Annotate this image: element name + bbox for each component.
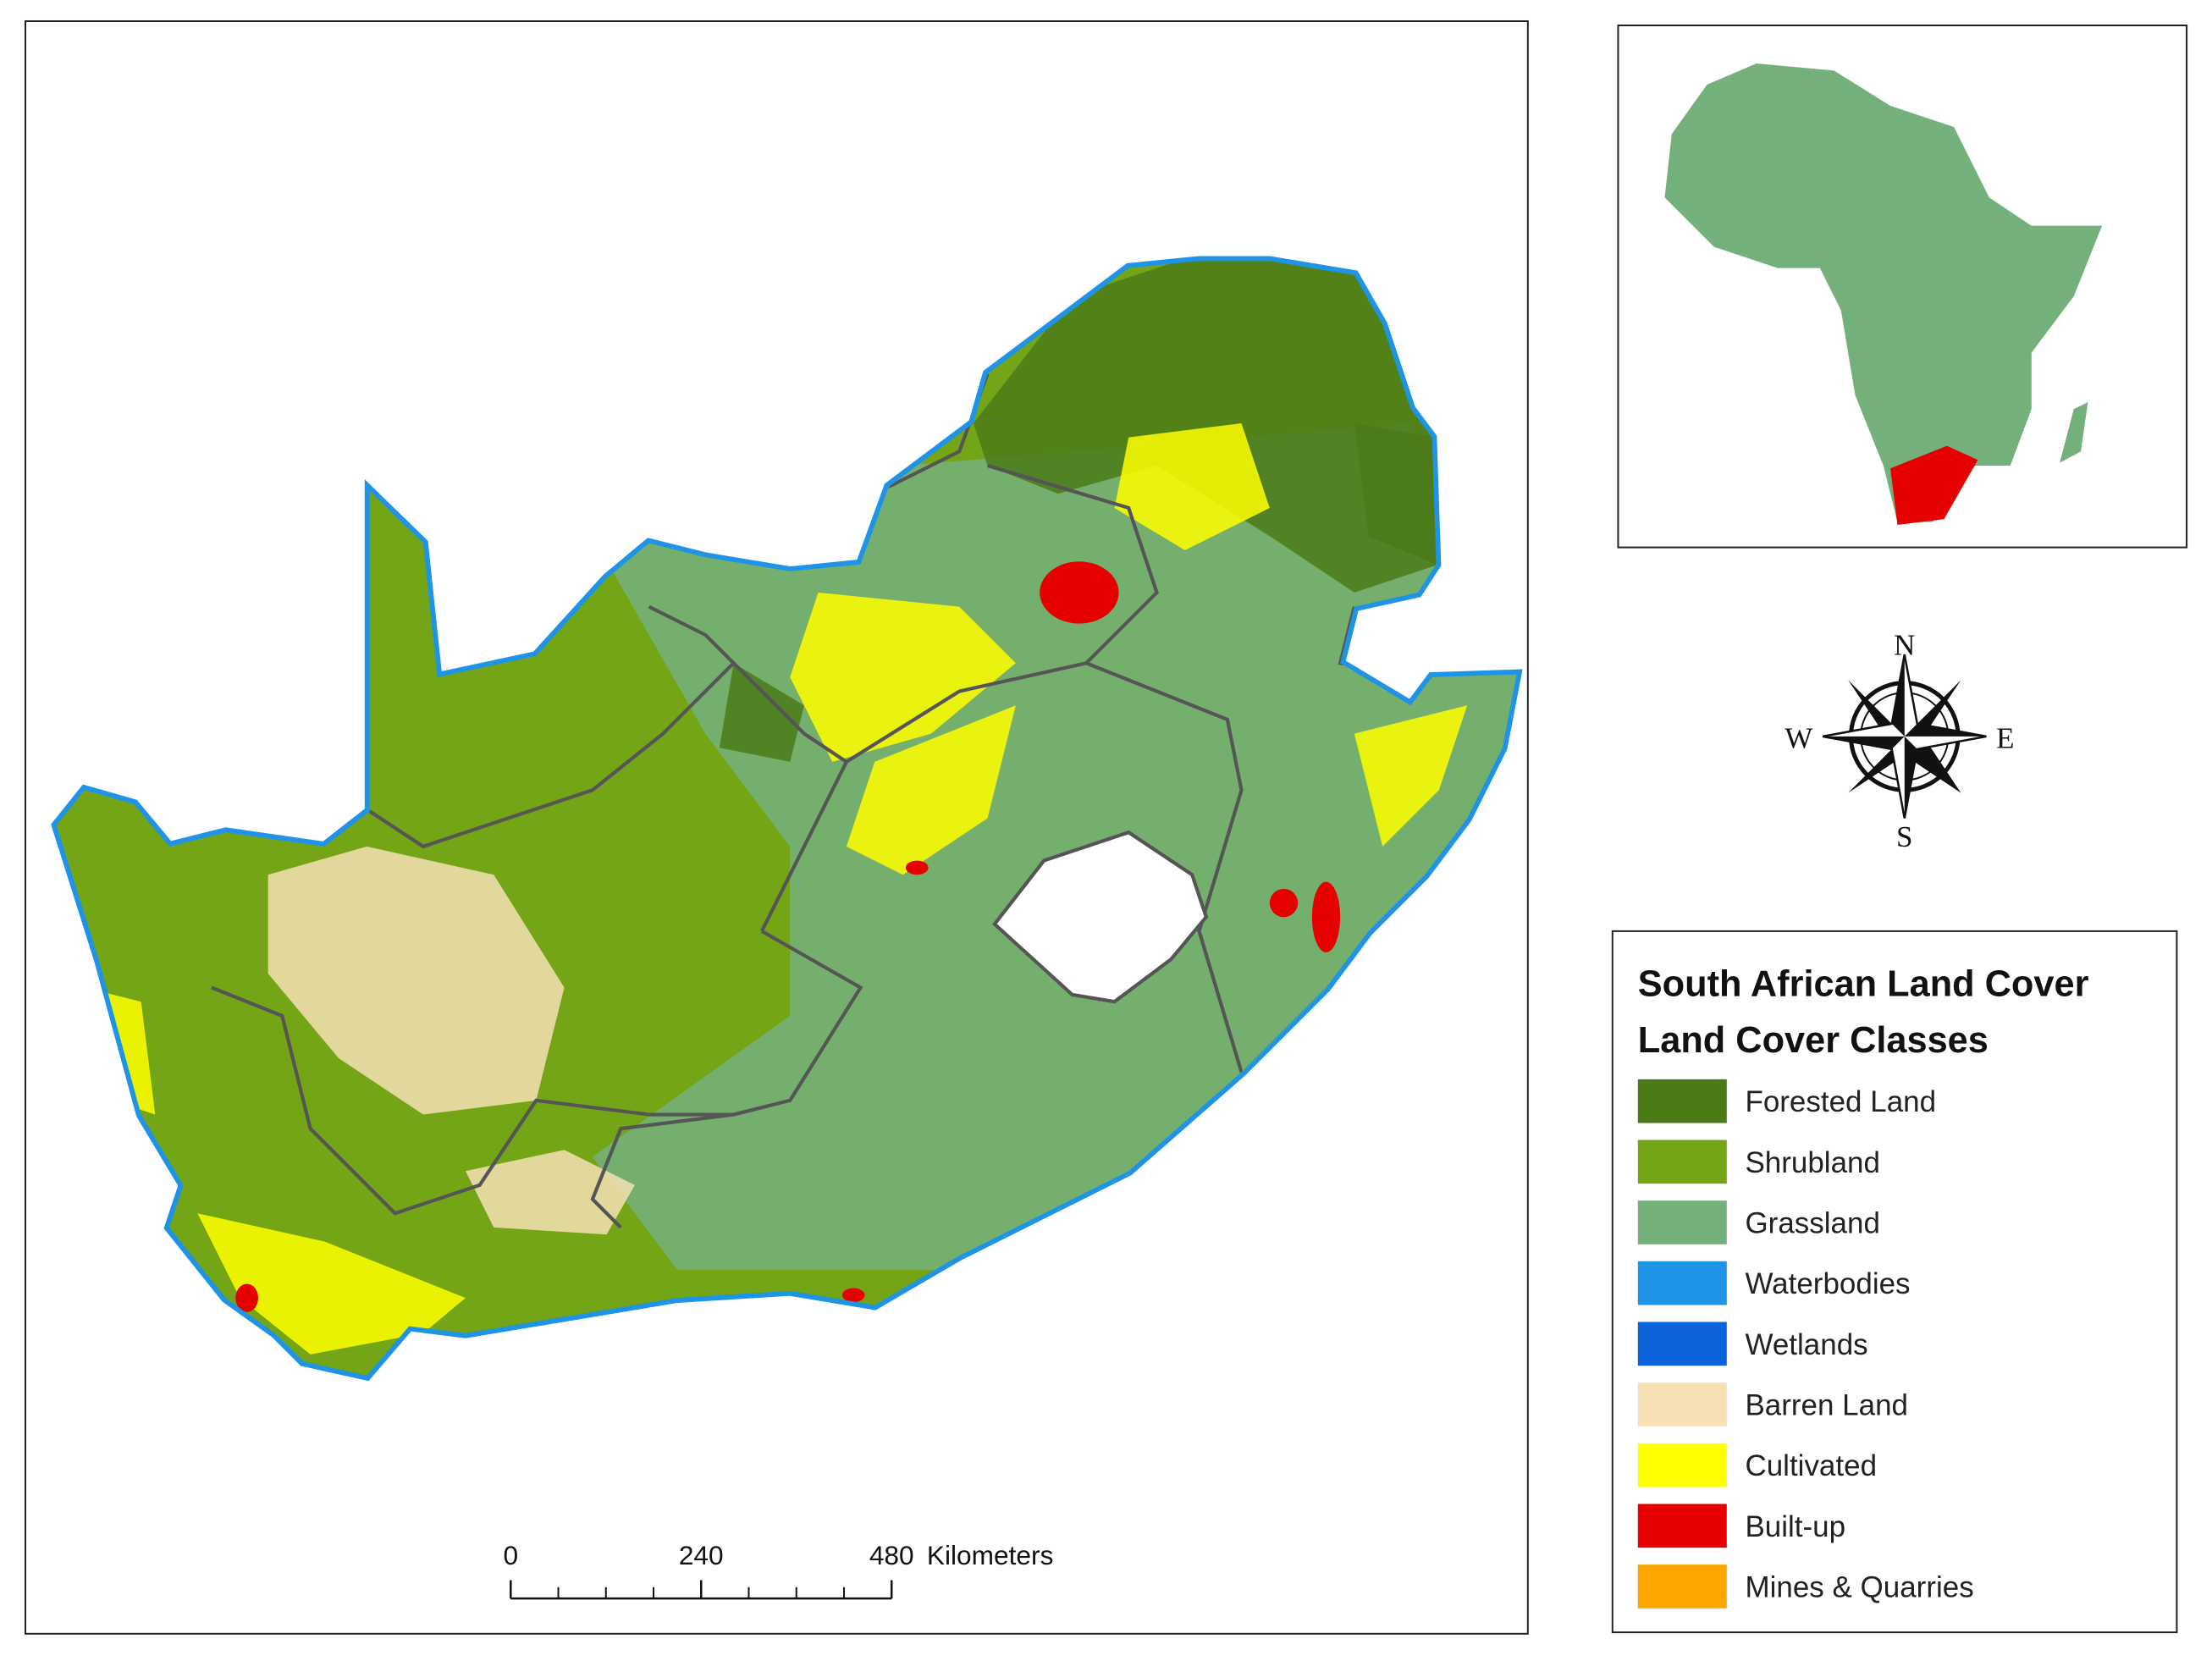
scale-label: 0 <box>503 1540 518 1570</box>
legend-items: Forested Land Shrubland Grassland Waterbodi… <box>1637 1079 1974 1609</box>
legend-swatch <box>1637 1140 1727 1184</box>
madagascar <box>2060 401 2088 463</box>
land-cover <box>56 261 1517 1376</box>
legend-swatch <box>1637 1079 1727 1123</box>
legend-swatch <box>1637 1443 1727 1487</box>
legend-swatch <box>1637 1504 1727 1548</box>
built-up-area <box>1040 561 1119 624</box>
legend-swatch <box>1637 1322 1727 1366</box>
built-up-area <box>1269 888 1299 918</box>
built-up-area <box>841 1288 865 1303</box>
legend-label: Built-up <box>1745 1510 1845 1543</box>
legend-label: Shrubland <box>1745 1146 1880 1179</box>
legend-swatch <box>1637 1261 1727 1305</box>
province-boundary <box>845 661 1244 1073</box>
scale-unit: Kilometers <box>927 1540 1054 1570</box>
land-cover-patch <box>846 705 1016 875</box>
compass-south: S <box>1896 820 1912 853</box>
compass-star <box>1823 736 1905 749</box>
land-cover-patch <box>790 592 1016 762</box>
compass-north: N <box>1894 628 1915 661</box>
land-cover-patch <box>973 261 1439 593</box>
land-cover-patch <box>1114 422 1270 550</box>
compass-star <box>1904 736 1917 819</box>
compass-star <box>1904 723 1987 737</box>
south-africa-map <box>51 256 1523 1382</box>
africa-inset <box>1664 63 2103 525</box>
legend-label: Barren Land <box>1745 1388 1908 1421</box>
province-boundary <box>211 985 734 1216</box>
land-cover-patch <box>197 1213 466 1355</box>
africa <box>1664 63 2103 522</box>
land-cover-patch <box>465 1150 635 1235</box>
scale-label: 240 <box>679 1540 724 1570</box>
built-up-area <box>905 860 929 875</box>
legend-swatch <box>1637 1564 1727 1609</box>
built-up-area <box>1311 881 1341 952</box>
legend-swatch <box>1637 1200 1727 1244</box>
legend-subtitle: Land Cover Classes <box>1638 1020 1989 1061</box>
legend-label: Grassland <box>1745 1207 1879 1240</box>
south-africa-highlight <box>1890 445 1978 525</box>
lesotho <box>992 830 1209 1004</box>
compass-east: E <box>1996 721 2014 754</box>
legend-label: Cultivated <box>1745 1449 1877 1482</box>
legend-label: Mines & Quarries <box>1745 1570 1973 1603</box>
land-cover-patch <box>719 663 804 762</box>
scale-bar: Kilometers 0 240 480 <box>503 1540 1054 1600</box>
land-cover-patch <box>1354 422 1437 565</box>
built-up-area <box>235 1283 258 1312</box>
legend-label: Forested Land <box>1745 1085 1936 1118</box>
compass-star <box>1848 680 1961 793</box>
scale-label: 480 <box>869 1540 914 1570</box>
compass-west: W <box>1784 721 1812 754</box>
compass-star <box>1891 654 1905 737</box>
province-boundary <box>368 660 848 849</box>
north-arrow: N S E W <box>1784 628 2014 853</box>
map-group: Kilometers 0 240 480 N S E W South African… <box>24 19 2188 1635</box>
land-cover-patch <box>1354 705 1468 847</box>
land-cover-patch <box>268 846 565 1115</box>
legend-label: Waterbodies <box>1745 1267 1910 1300</box>
legend-swatch <box>1637 1382 1727 1426</box>
legend-label: Wetlands <box>1745 1328 1867 1361</box>
legend-title: South African Land Cover <box>1638 964 2089 1005</box>
